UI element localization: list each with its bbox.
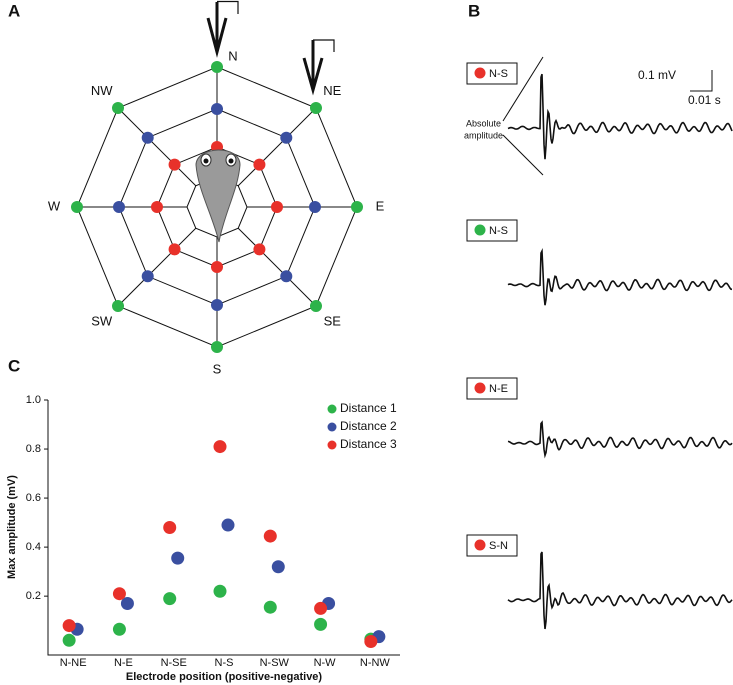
trace-label: N-E: [489, 383, 508, 395]
y-tick-label: 0.6: [26, 492, 41, 504]
electrode: [211, 61, 223, 73]
trace-dot: [474, 224, 486, 236]
electrode: [168, 158, 181, 171]
electrode: [71, 201, 83, 213]
trace-label: N-S: [489, 68, 508, 80]
electrode: [112, 102, 125, 115]
electrode: [271, 201, 283, 213]
spoke: [237, 227, 317, 307]
electrode: [309, 201, 321, 213]
y-axis-label: Max amplitude (mV): [6, 475, 18, 579]
y-tick-label: 0.4: [26, 541, 41, 553]
y-tick-label: 1.0: [26, 394, 41, 406]
electrode: [253, 158, 266, 171]
x-tick-label: N-NW: [360, 657, 391, 669]
electrode: [280, 131, 293, 144]
legend-marker: [327, 440, 337, 450]
point: [221, 518, 235, 532]
direction-label: W: [48, 198, 61, 213]
legend-marker: [327, 422, 337, 432]
point: [314, 601, 328, 615]
trace: [507, 551, 733, 630]
point: [364, 635, 378, 649]
legend-label: Distance 1: [340, 401, 397, 415]
direction-label: NE: [323, 83, 341, 98]
panel-label: C: [8, 356, 20, 375]
trace: [507, 420, 733, 459]
direction-label: N: [228, 48, 237, 63]
x-tick-label: N-E: [114, 657, 133, 669]
axes: [47, 400, 400, 656]
scale-label: 0.1 mV: [638, 68, 676, 82]
trace-dot: [474, 539, 486, 551]
electrode: [309, 299, 322, 312]
x-tick-label: N-SE: [161, 657, 187, 669]
point: [314, 617, 328, 631]
trace: [507, 248, 733, 306]
trace-dot: [474, 382, 486, 394]
point: [263, 600, 277, 614]
point: [62, 619, 76, 633]
trace-label: S-N: [489, 540, 508, 552]
traces: N-S N-S N-E S-N: [466, 62, 733, 630]
x-axis-label: Electrode position (positive-negative): [126, 671, 323, 683]
trace-label: N-S: [489, 225, 508, 237]
electrode: [211, 299, 223, 311]
point: [120, 597, 134, 611]
chart: Electrode position (positive-negative) M…: [6, 394, 400, 683]
legend-label: Distance 3: [340, 437, 397, 451]
x-tick-label: N-S: [215, 657, 234, 669]
spoke: [117, 107, 197, 187]
y-tick-label: 0.8: [26, 443, 41, 455]
direction-label: E: [376, 198, 385, 213]
point: [112, 622, 126, 636]
electrode: [168, 243, 181, 256]
electrode: [309, 102, 322, 115]
point: [163, 592, 177, 606]
electrode: [112, 299, 125, 312]
electrode-array: N NE E SE S SW W NW: [48, 48, 385, 376]
legend-label: Distance 2: [340, 419, 397, 433]
direction-label: NW: [91, 83, 113, 98]
trace: [507, 73, 733, 160]
x-tick-label: N-SW: [260, 657, 290, 669]
point: [62, 633, 76, 647]
direction-label: SW: [91, 314, 113, 329]
annotation: amplitude: [464, 130, 503, 140]
electrode: [280, 270, 293, 283]
electrode: [253, 243, 266, 256]
panel-label: B: [468, 1, 480, 20]
y-tick-label: 0.2: [26, 590, 41, 602]
point: [171, 551, 185, 565]
electrode: [351, 201, 363, 213]
electrode: [141, 131, 154, 144]
direction-label: S: [213, 361, 222, 376]
point: [213, 440, 227, 454]
fish-head: [195, 149, 241, 243]
electrode: [211, 341, 223, 353]
electrode: [141, 270, 154, 283]
point: [163, 521, 177, 534]
point: [213, 584, 227, 598]
direction-label: SE: [324, 314, 342, 329]
panel-label: A: [8, 1, 20, 20]
trace-dot: [474, 67, 486, 79]
legend-marker: [327, 404, 337, 414]
spoke: [117, 227, 197, 307]
point: [112, 587, 126, 601]
scale-bar: [502, 56, 713, 176]
spoke: [237, 107, 317, 187]
electrode: [113, 201, 125, 213]
arrows: [206, 0, 335, 96]
electrode: [151, 201, 163, 213]
x-tick-label: N-NE: [60, 657, 87, 669]
annotation: Absolute: [466, 118, 501, 128]
electrode: [211, 261, 223, 273]
point: [271, 560, 285, 574]
electrode: [211, 103, 223, 115]
x-tick-label: N-W: [314, 657, 337, 669]
scale-label: 0.01 s: [688, 93, 721, 107]
point: [263, 529, 277, 543]
